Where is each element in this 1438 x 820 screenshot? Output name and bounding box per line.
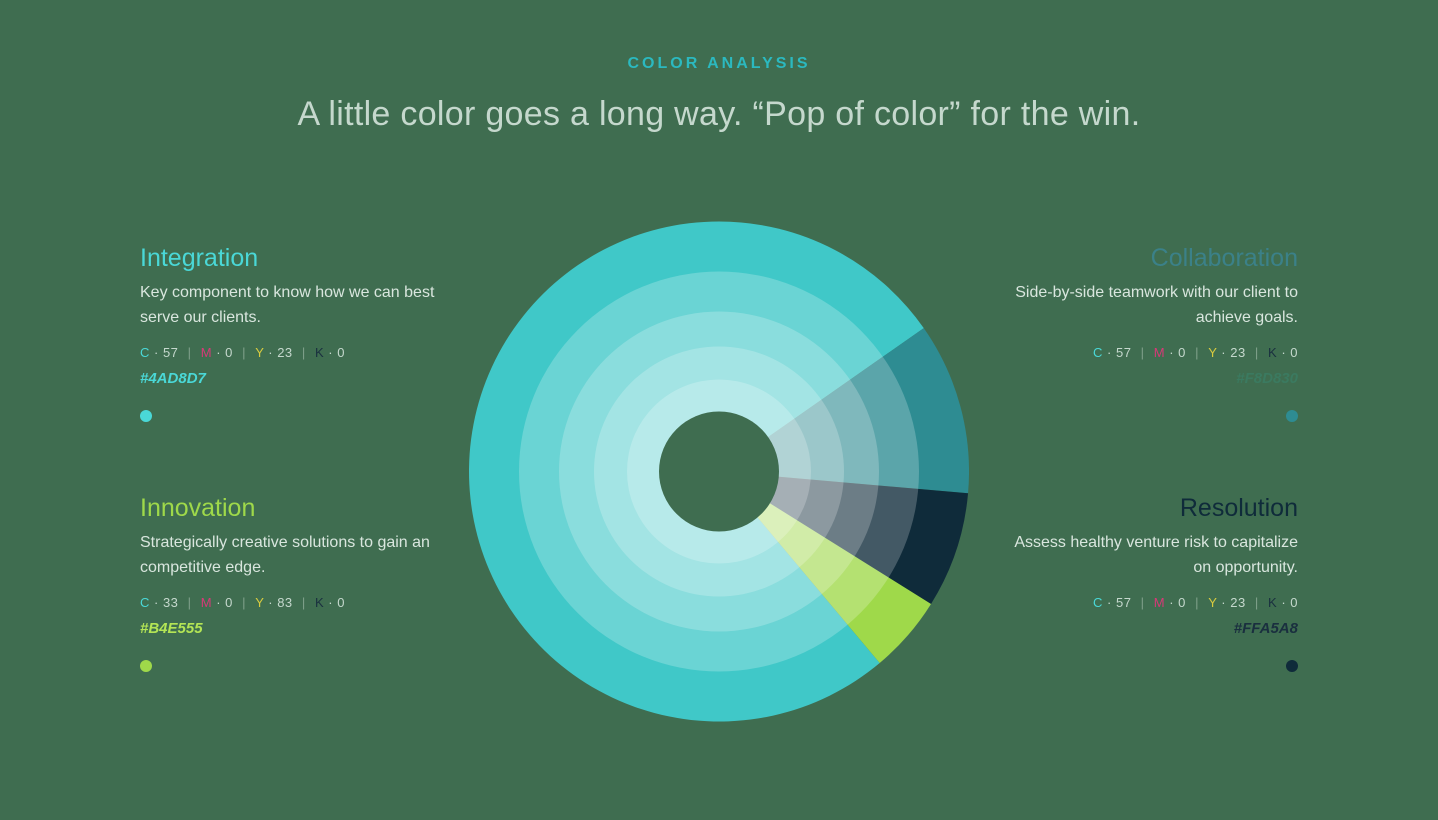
page-title: A little color goes a long way. “Pop of … [0, 95, 1438, 134]
color-block-collaboration: Collaboration Side-by-side teamwork with … [998, 244, 1298, 427]
hex-label: #B4E555 [140, 620, 440, 637]
header: COLOR ANALYSIS A little color goes a lon… [0, 0, 1438, 134]
swatch-dot [140, 660, 152, 672]
swatch-dot [1286, 660, 1298, 672]
color-block-integration: Integration Key component to know how we … [140, 244, 440, 427]
cmyk-values: C · 33 | M · 0 | Y · 83 | K · 0 [140, 595, 440, 610]
cmyk-values: C · 57 | M · 0 | Y · 23 | K · 0 [998, 345, 1298, 360]
main-area: Integration Key component to know how we … [0, 164, 1438, 784]
block-title: Integration [140, 244, 440, 273]
block-description: Assess healthy venture risk to capitaliz… [998, 531, 1298, 581]
block-title: Resolution [998, 494, 1298, 523]
color-block-resolution: Resolution Assess healthy venture risk to… [998, 494, 1298, 677]
block-description: Key component to know how we can best se… [140, 281, 440, 331]
hex-label: #F8D830 [998, 370, 1298, 387]
color-block-innovation: Innovation Strategically creative solutio… [140, 494, 440, 677]
cmyk-values: C · 57 | M · 0 | Y · 23 | K · 0 [140, 345, 440, 360]
cmyk-values: C · 57 | M · 0 | Y · 23 | K · 0 [998, 595, 1298, 610]
block-description: Side-by-side teamwork with our client to… [998, 281, 1298, 331]
hex-label: #FFA5A8 [998, 620, 1298, 637]
block-title: Innovation [140, 494, 440, 523]
hex-label: #4AD8D7 [140, 370, 440, 387]
block-title: Collaboration [998, 244, 1298, 273]
swatch-dot [1286, 410, 1298, 422]
block-description: Strategically creative solutions to gain… [140, 531, 440, 581]
eyebrow: COLOR ANALYSIS [0, 55, 1438, 73]
radial-chart [469, 222, 969, 727]
swatch-dot [140, 410, 152, 422]
